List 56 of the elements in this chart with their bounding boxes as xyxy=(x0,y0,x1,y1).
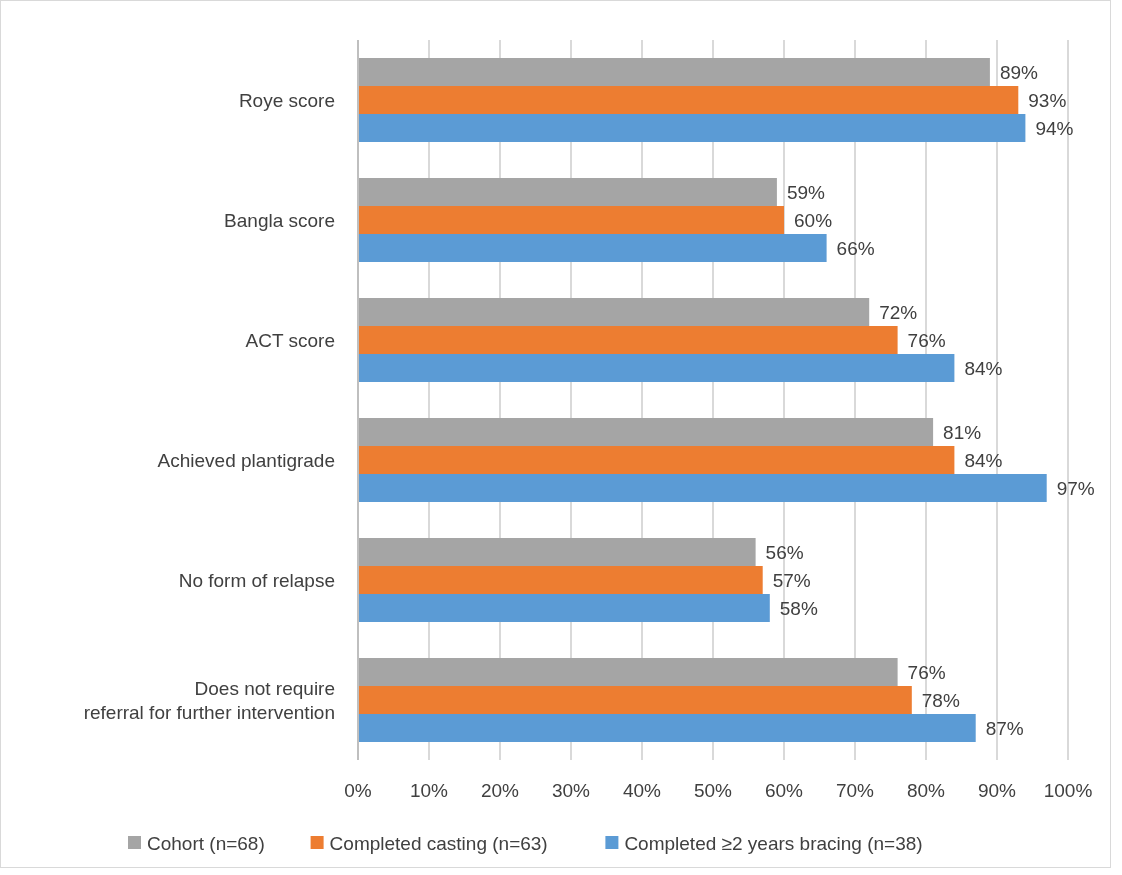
bar xyxy=(358,566,763,594)
bar xyxy=(358,58,990,86)
x-tick-label: 10% xyxy=(409,779,449,801)
bar xyxy=(358,234,827,262)
x-tick-label: 40% xyxy=(622,779,662,801)
y-tick-label: No form of relapse xyxy=(178,569,335,591)
data-label: 84% xyxy=(964,449,1003,471)
bar xyxy=(358,594,770,622)
x-tick-label: 70% xyxy=(835,779,875,801)
bar xyxy=(358,446,955,474)
x-tick-label: 50% xyxy=(693,779,733,801)
x-tick-label: 0% xyxy=(344,779,372,801)
data-label: 78% xyxy=(921,689,960,711)
bar xyxy=(358,178,777,206)
data-label: 76% xyxy=(907,661,946,683)
bar xyxy=(358,538,756,566)
x-tick-label: 30% xyxy=(551,779,591,801)
bar xyxy=(358,206,784,234)
bar xyxy=(358,418,934,446)
data-label: 89% xyxy=(999,61,1039,83)
y-tick-label: Does not require referral for further intervention xyxy=(83,677,335,723)
x-tick-label: 100% xyxy=(1043,779,1093,801)
bar xyxy=(358,326,898,354)
x-tick-label: 80% xyxy=(906,779,946,801)
data-label: 56% xyxy=(765,541,804,563)
data-label: 72% xyxy=(879,301,918,323)
y-tick-label: ACT score xyxy=(245,329,335,351)
legend-label: Completed casting (n=63) xyxy=(329,832,548,854)
bar xyxy=(358,658,898,686)
legend-label: Completed ≥2 years bracing (n=38) xyxy=(624,832,923,854)
legend-label: Cohort (n=68) xyxy=(147,832,265,854)
data-label: 58% xyxy=(779,597,818,619)
data-label: 81% xyxy=(943,421,982,443)
data-label: 97% xyxy=(1056,477,1095,499)
x-tick-label: 90% xyxy=(977,779,1017,801)
bar xyxy=(358,474,1047,502)
data-label: 59% xyxy=(786,181,826,203)
bar xyxy=(358,298,870,326)
data-label: 66% xyxy=(836,237,875,259)
data-label: 57% xyxy=(772,569,811,591)
bar xyxy=(358,714,976,742)
bar xyxy=(358,86,1019,114)
y-tick-label: Bangla score xyxy=(224,209,335,231)
y-tick-label: Achieved plantigrade xyxy=(157,449,335,471)
data-label: 87% xyxy=(985,717,1024,739)
data-label: 84% xyxy=(964,357,1003,379)
data-label: 93% xyxy=(1028,89,1067,111)
data-label: 76% xyxy=(907,329,946,351)
data-label: 60% xyxy=(794,209,833,231)
x-tick-label: 20% xyxy=(480,779,520,801)
y-tick-label: Roye score xyxy=(238,89,335,111)
x-tick-label: 60% xyxy=(764,779,804,801)
bar xyxy=(358,114,1026,142)
bar xyxy=(358,354,955,382)
data-label: 94% xyxy=(1035,117,1074,139)
bar xyxy=(358,686,912,714)
